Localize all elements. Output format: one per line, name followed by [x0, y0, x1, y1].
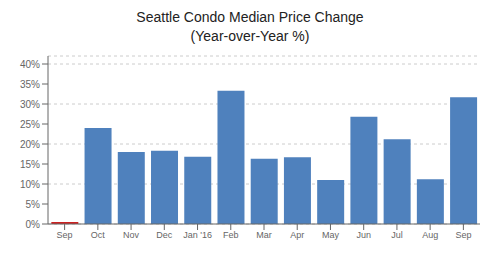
svg-text:Oct: Oct — [91, 230, 106, 240]
svg-text:10%: 10% — [20, 179, 40, 190]
svg-text:Apr: Apr — [290, 230, 304, 240]
svg-text:0%: 0% — [26, 219, 41, 230]
svg-text:Dec: Dec — [156, 230, 173, 240]
svg-text:30%: 30% — [20, 99, 40, 110]
svg-text:20%: 20% — [20, 139, 40, 150]
html-text:Seattle Condo Median Price Cha: Seattle Condo Median Price Change — [136, 9, 364, 25]
svg-text:Aug: Aug — [422, 230, 438, 240]
svg-text:15%: 15% — [20, 159, 40, 170]
svg-text:40%: 40% — [20, 59, 40, 70]
html-text:(Year-over-Year %): (Year-over-Year %) — [190, 28, 310, 44]
svg-text:Feb: Feb — [223, 230, 239, 240]
svg-text:Sep: Sep — [57, 230, 73, 240]
svg-text:Nov: Nov — [123, 230, 140, 240]
svg-text:Jun: Jun — [356, 230, 371, 240]
svg-text:25%: 25% — [20, 119, 40, 130]
svg-text:5%: 5% — [26, 199, 41, 210]
svg-text:Jul: Jul — [391, 230, 403, 240]
svg-text:May: May — [322, 230, 340, 240]
svg-text:Mar: Mar — [256, 230, 272, 240]
svg-text:Jan '16: Jan '16 — [183, 230, 212, 240]
svg-text:35%: 35% — [20, 79, 40, 90]
svg-text:Sep: Sep — [455, 230, 471, 240]
